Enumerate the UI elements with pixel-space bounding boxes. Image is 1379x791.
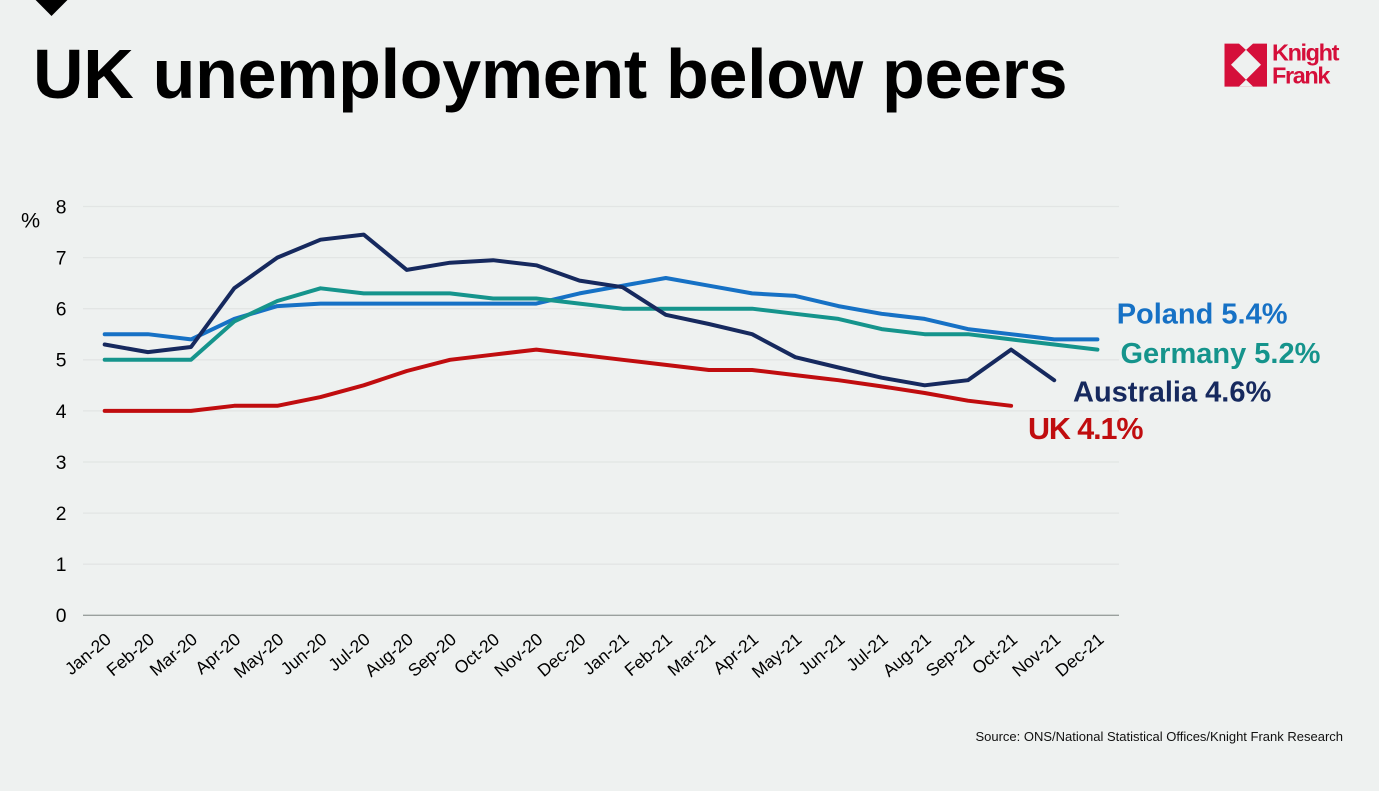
svg-text:4: 4 bbox=[56, 402, 67, 423]
svg-text:Nov-21: Nov-21 bbox=[1008, 629, 1064, 681]
svg-text:2: 2 bbox=[56, 504, 67, 525]
svg-text:Jan-20: Jan-20 bbox=[61, 629, 115, 679]
svg-text:7: 7 bbox=[56, 249, 67, 270]
svg-text:Frank: Frank bbox=[1272, 63, 1331, 89]
svg-text:Poland 5.4%: Poland 5.4% bbox=[1117, 299, 1288, 331]
svg-text:Feb-20: Feb-20 bbox=[103, 629, 159, 680]
svg-text:Jan-21: Jan-21 bbox=[579, 629, 633, 679]
svg-text:Australia 4.6%: Australia 4.6% bbox=[1073, 377, 1271, 409]
svg-text:1: 1 bbox=[56, 555, 67, 576]
svg-text:6: 6 bbox=[56, 300, 67, 321]
svg-text:Sep-20: Sep-20 bbox=[404, 629, 460, 681]
svg-text:Mar-21: Mar-21 bbox=[664, 629, 719, 680]
svg-text:Feb-21: Feb-21 bbox=[621, 629, 676, 680]
svg-text:8: 8 bbox=[56, 197, 67, 218]
svg-text:UK unemployment below peers: UK unemployment below peers bbox=[33, 35, 1067, 113]
svg-text:Dec-20: Dec-20 bbox=[533, 629, 589, 681]
svg-text:Knight: Knight bbox=[1272, 39, 1340, 65]
svg-text:Aug-20: Aug-20 bbox=[361, 629, 417, 681]
svg-text:May-21: May-21 bbox=[748, 629, 806, 682]
svg-text:Dec-21: Dec-21 bbox=[1051, 629, 1107, 681]
svg-text:3: 3 bbox=[56, 453, 67, 474]
svg-text:Jun-20: Jun-20 bbox=[277, 629, 331, 679]
svg-text:Aug-21: Aug-21 bbox=[879, 629, 935, 681]
svg-text:0: 0 bbox=[56, 606, 67, 627]
svg-text:Germany 5.2%: Germany 5.2% bbox=[1121, 338, 1321, 370]
svg-text:%: % bbox=[21, 209, 40, 233]
svg-text:Source: ONS/National Statistic: Source: ONS/National Statistical Offices… bbox=[975, 729, 1343, 744]
svg-text:Nov-20: Nov-20 bbox=[490, 629, 546, 681]
svg-text:Sep-21: Sep-21 bbox=[922, 629, 978, 681]
svg-text:May-20: May-20 bbox=[230, 629, 288, 682]
svg-text:5: 5 bbox=[56, 351, 67, 372]
svg-text:Jun-21: Jun-21 bbox=[795, 629, 849, 679]
svg-text:UK 4.1%: UK 4.1% bbox=[1028, 412, 1143, 446]
svg-text:Mar-20: Mar-20 bbox=[146, 629, 202, 680]
